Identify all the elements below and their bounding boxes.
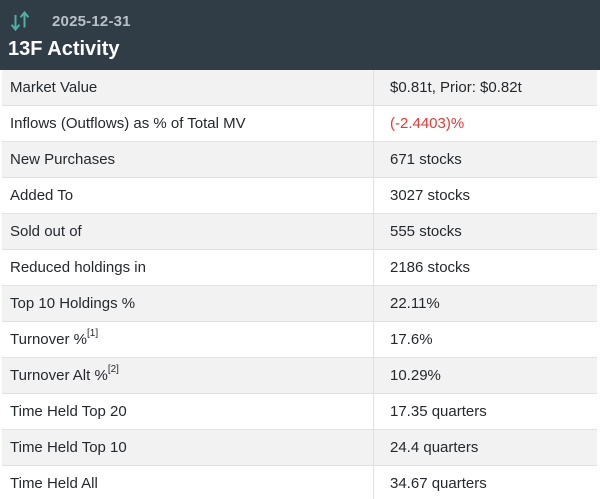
metric-label-text: Added To (10, 187, 74, 204)
metric-label: New Purchases (2, 142, 373, 177)
metric-value: 34.67 quarters (373, 466, 597, 499)
metric-value: (-2.4403)% (373, 106, 597, 141)
table-row: Market Value $0.81t, Prior: $0.82t (2, 70, 597, 106)
metric-label: Time Held All (2, 466, 373, 499)
metric-value: 2186 stocks (373, 250, 597, 285)
table-row: Sold out of 555 stocks (2, 214, 597, 250)
metric-value: 17.35 quarters (373, 394, 597, 429)
metric-value: 3027 stocks (373, 178, 597, 213)
metric-label-text: Inflows (Outflows) as % of Total MV (10, 115, 246, 132)
table-row: Time Held Top 10 24.4 quarters (2, 430, 597, 466)
metric-label-text: Reduced holdings in (10, 259, 146, 276)
table-row: Reduced holdings in 2186 stocks (2, 250, 597, 286)
metric-label-text: Sold out of (10, 223, 82, 240)
metric-label-text: Turnover % (10, 331, 87, 348)
metric-label-text: Market Value (10, 79, 98, 96)
metric-label-text: Time Held Top 10 (10, 439, 127, 456)
metric-value: 555 stocks (373, 214, 597, 249)
metric-label: Turnover % [1] (2, 322, 373, 357)
metric-value: 17.6% (373, 322, 597, 357)
table-row: Inflows (Outflows) as % of Total MV (-2.… (2, 106, 597, 142)
metric-footnote: [1] (86, 328, 99, 339)
table-row: Turnover Alt % [2] 10.29% (2, 358, 597, 394)
metric-value: 24.4 quarters (373, 430, 597, 465)
metric-label: Market Value (2, 70, 373, 105)
metric-label: Reduced holdings in (2, 250, 373, 285)
metrics-table: Market Value $0.81t, Prior: $0.82t Inflo… (2, 70, 597, 499)
metric-label: Top 10 Holdings % (2, 286, 373, 321)
up-down-arrows-icon[interactable] (8, 8, 32, 34)
metric-value: $0.81t, Prior: $0.82t (373, 70, 597, 105)
table-row: Added To 3027 stocks (2, 178, 597, 214)
table-row: New Purchases 671 stocks (2, 142, 597, 178)
metric-value: 671 stocks (373, 142, 597, 177)
metric-label: Time Held Top 10 (2, 430, 373, 465)
metric-value: 22.11% (373, 286, 597, 321)
metric-label-text: Time Held Top 20 (10, 403, 127, 420)
table-row: Turnover % [1] 17.6% (2, 322, 597, 358)
metric-footnote: [2] (107, 364, 119, 375)
page-title: 13F Activity (8, 38, 120, 60)
metric-value: 10.29% (373, 358, 597, 393)
metric-label-text: New Purchases (10, 151, 116, 168)
table-row: Time Held All 34.67 quarters (2, 466, 597, 499)
table-row: Top 10 Holdings % 22.11% (2, 286, 597, 322)
report-date: 2025-12-31 (52, 12, 131, 30)
metric-label-text: Top 10 Holdings % (10, 295, 136, 312)
metric-label: Turnover Alt % [2] (2, 358, 373, 393)
metric-label-text: Turnover Alt % (10, 367, 108, 384)
metric-label: Added To (2, 178, 373, 213)
metric-label-text: Time Held All (10, 475, 98, 492)
table-row: Time Held Top 20 17.35 quarters (2, 394, 597, 430)
metric-label: Time Held Top 20 (2, 394, 373, 429)
card-header: 2025-12-31 13F Activity (0, 0, 600, 70)
header-top-row: 2025-12-31 (8, 7, 592, 35)
metric-label: Inflows (Outflows) as % of Total MV (2, 106, 373, 141)
metric-label: Sold out of (2, 214, 373, 249)
